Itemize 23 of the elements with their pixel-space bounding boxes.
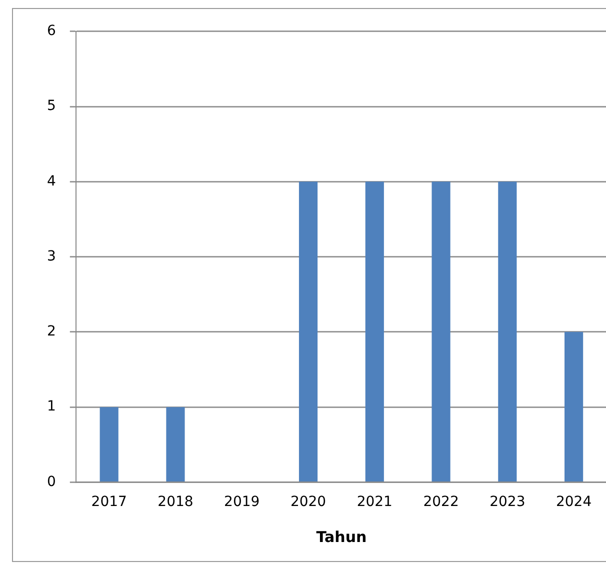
bar	[298, 182, 318, 482]
bar	[432, 182, 450, 482]
x-tick-label: 2019	[224, 494, 260, 510]
y-tick-label: 0	[46, 474, 56, 490]
x-tick-label: 2021	[356, 494, 392, 510]
bar	[498, 182, 517, 482]
bar	[564, 332, 584, 482]
x-tick-label: 2022	[423, 494, 459, 510]
x-tick-label: 2024	[556, 494, 592, 510]
x-axis-title: Tahun	[316, 528, 367, 546]
y-tick-label: 1	[46, 398, 56, 415]
x-tick-label: 2017	[91, 494, 127, 510]
y-tick-label: 4	[46, 173, 56, 190]
bar	[365, 182, 384, 482]
y-tick-label: 2	[46, 324, 56, 340]
y-tick-label: 6	[46, 23, 56, 40]
y-tick-label: 3	[46, 248, 56, 264]
x-tick-label: 2023	[490, 494, 526, 510]
x-tick-label: 2018	[158, 494, 194, 510]
bar	[100, 407, 118, 482]
y-tick-label: 5	[46, 98, 56, 114]
x-tick-label: 2020	[290, 494, 326, 510]
bar	[166, 407, 185, 482]
